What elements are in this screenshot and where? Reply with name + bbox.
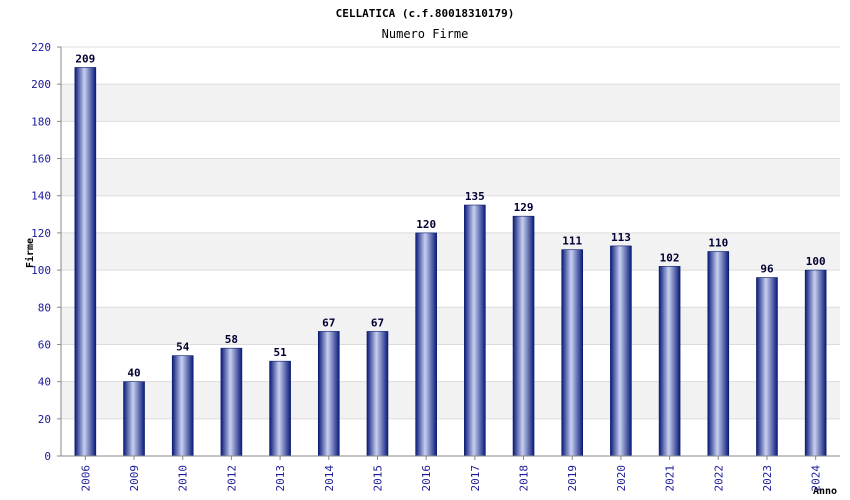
x-tick-label-2017: 2017 xyxy=(469,465,482,492)
bar-2017 xyxy=(464,204,486,457)
chart-subtitle: Numero Firme xyxy=(382,27,469,41)
bar-2021 xyxy=(658,266,681,457)
x-axis-ticks: 2006 2009 2010 2012 2013 2014 2015 2016 2017 2018… xyxy=(79,456,823,492)
data-label-2016: 120 xyxy=(416,218,436,231)
data-label-2024: 100 xyxy=(806,255,826,268)
y-tick-label: 140 xyxy=(31,190,51,203)
data-label-2018: 129 xyxy=(514,201,534,214)
bar-2010 xyxy=(171,355,194,457)
bar-2018 xyxy=(512,215,535,457)
data-label-2014: 67 xyxy=(322,316,335,329)
y-tick-label: 200 xyxy=(31,78,51,91)
x-tick-label-2016: 2016 xyxy=(420,465,433,492)
x-tick-label-2024: 2024 xyxy=(810,465,823,492)
x-tick-label-2009: 2009 xyxy=(128,465,141,492)
bar-2023 xyxy=(756,277,778,457)
x-tick-label-2021: 2021 xyxy=(664,465,677,492)
data-label-2023: 96 xyxy=(760,263,774,276)
grid-band xyxy=(61,47,840,85)
y-axis-ticks: 0 20 40 60 80 100 120 140 160 180 200 220 xyxy=(31,41,61,463)
x-tick-label-2019: 2019 xyxy=(566,465,579,492)
x-tick-label-2013: 2013 xyxy=(274,465,287,492)
bar-2012 xyxy=(220,347,243,457)
bar-2020 xyxy=(610,245,632,457)
grid-band xyxy=(61,84,840,122)
data-label-2010: 54 xyxy=(176,341,190,354)
y-axis-label: Firme xyxy=(24,238,36,268)
y-tick-label: 40 xyxy=(38,376,51,389)
data-label-2020: 113 xyxy=(611,231,631,244)
y-tick-label: 160 xyxy=(31,153,51,166)
x-tick-label-2014: 2014 xyxy=(323,465,336,492)
y-tick-label: 180 xyxy=(31,115,51,128)
data-label-2019: 111 xyxy=(562,235,582,248)
bar-2009 xyxy=(123,381,145,457)
chart-title: CELLATICA (c.f.80018310179) xyxy=(336,7,515,20)
y-tick-label: 80 xyxy=(38,301,51,314)
data-label-2012: 58 xyxy=(225,333,238,346)
bar-series xyxy=(74,67,827,457)
y-tick-label: 100 xyxy=(31,264,51,277)
y-tick-label: 20 xyxy=(38,413,51,426)
data-label-2015: 67 xyxy=(371,316,384,329)
grid-band xyxy=(61,195,840,233)
bar-2006 xyxy=(74,67,97,457)
data-label-2013: 51 xyxy=(273,346,287,359)
bar-2022 xyxy=(707,251,730,457)
data-label-2022: 110 xyxy=(708,237,728,250)
bar-2015 xyxy=(366,331,389,457)
x-tick-label-2022: 2022 xyxy=(712,465,725,492)
data-label-2021: 102 xyxy=(660,251,680,264)
grid-band xyxy=(61,158,840,196)
data-label-2006: 209 xyxy=(75,52,95,65)
bar-2019 xyxy=(561,249,584,457)
bar-2024 xyxy=(804,269,827,457)
bar-2016 xyxy=(415,232,437,457)
data-label-2009: 40 xyxy=(127,367,140,380)
bar-2014 xyxy=(317,331,340,457)
axes xyxy=(60,47,840,457)
x-tick-label-2023: 2023 xyxy=(761,465,774,492)
x-tick-label-2015: 2015 xyxy=(371,465,384,492)
y-tick-label: 220 xyxy=(31,41,51,54)
x-tick-label-2018: 2018 xyxy=(518,465,531,492)
data-label-2017: 135 xyxy=(465,190,485,203)
grid-band xyxy=(61,121,840,159)
x-axis-label: Anno xyxy=(813,486,837,497)
x-tick-label-2010: 2010 xyxy=(177,465,190,492)
bar-2013 xyxy=(269,360,291,457)
y-tick-label: 60 xyxy=(38,338,51,351)
x-tick-label-2006: 2006 xyxy=(79,465,92,492)
data-labels: 209 40 54 58 51 67 67 120 135 129 111 113 102 110 96 10… xyxy=(75,52,825,379)
y-tick-label: 0 xyxy=(44,450,51,463)
x-tick-label-2012: 2012 xyxy=(225,465,238,492)
x-tick-label-2020: 2020 xyxy=(615,465,628,492)
y-tick-label: 120 xyxy=(31,227,51,240)
